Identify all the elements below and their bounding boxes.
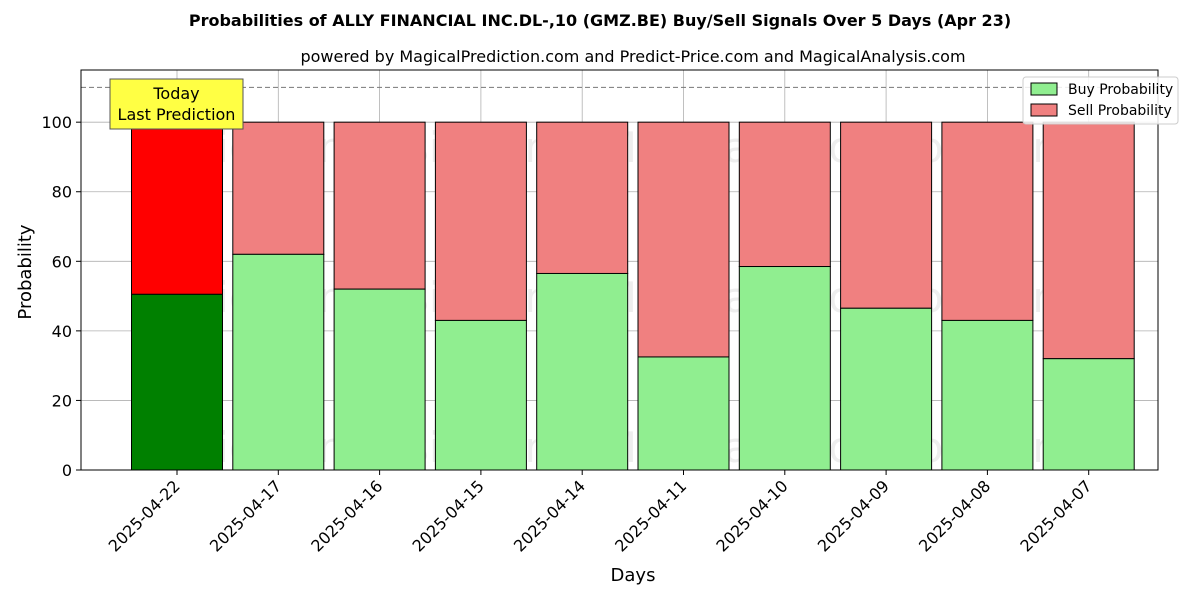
y-tick-label: 20	[52, 391, 72, 410]
x-tick-label: 2025-04-07	[1016, 476, 1095, 555]
today-annotation: Today Last Prediction	[109, 78, 244, 130]
buy-bar	[738, 266, 831, 471]
buy-bar	[434, 319, 527, 471]
buy-bar	[1042, 358, 1135, 471]
y-tick-label: 80	[52, 183, 72, 202]
legend-swatch	[1030, 82, 1058, 96]
legend: Buy Probability Sell Probability	[1022, 76, 1179, 125]
y-tick-label: 0	[62, 461, 72, 480]
sell-bar	[434, 121, 527, 321]
buy-bar	[941, 319, 1034, 471]
legend-box	[1022, 76, 1179, 125]
x-tick-label: 2025-04-08	[915, 476, 994, 555]
plot-frame	[80, 69, 1159, 471]
legend-label: Sell Probability	[1068, 103, 1172, 119]
buy-bar	[840, 307, 933, 471]
x-tick-label: 2025-04-15	[409, 476, 488, 555]
buy-bar	[131, 293, 223, 471]
sell-bar	[637, 121, 730, 358]
legend-label: Buy Probability	[1068, 82, 1173, 98]
sell-bar	[232, 121, 325, 255]
annotation-box	[109, 78, 244, 130]
x-tick-label: 2025-04-14	[510, 476, 589, 555]
axes	[80, 69, 1159, 471]
x-tick-label: 2025-04-17	[206, 476, 285, 555]
y-axis-label: Probability	[15, 224, 36, 319]
x-tick-label: 2025-04-11	[611, 476, 690, 555]
buy-bar	[536, 272, 629, 471]
y-tick-label: 40	[52, 322, 72, 341]
x-tick-label: 2025-04-22	[105, 476, 184, 555]
y-tick-label: 100	[41, 113, 72, 132]
sell-bar	[840, 121, 933, 309]
chart-title: Probabilities of ALLY FINANCIAL INC.DL-,…	[189, 11, 1011, 30]
sell-bar	[941, 121, 1034, 321]
annotation-text: Today	[152, 84, 199, 103]
sell-bar	[536, 121, 629, 274]
legend-swatch	[1030, 103, 1058, 117]
chart-subtitle: powered by MagicalPrediction.com and Pre…	[300, 47, 965, 66]
buy-bar	[637, 356, 730, 471]
x-tick-label: 2025-04-10	[712, 476, 791, 555]
buy-bar	[333, 288, 426, 471]
x-tick-label: 2025-04-16	[307, 476, 386, 555]
sell-bar	[738, 121, 831, 268]
x-tick-label: 2025-04-09	[814, 476, 893, 555]
y-tick-label: 60	[52, 252, 72, 271]
sell-bar	[333, 121, 426, 290]
bars	[131, 121, 1135, 471]
x-axis-label: Days	[611, 565, 656, 586]
sell-bar	[1042, 121, 1135, 360]
annotation-text: Last Prediction	[118, 105, 236, 124]
sell-bar	[131, 121, 223, 295]
buy-bar	[232, 253, 325, 471]
